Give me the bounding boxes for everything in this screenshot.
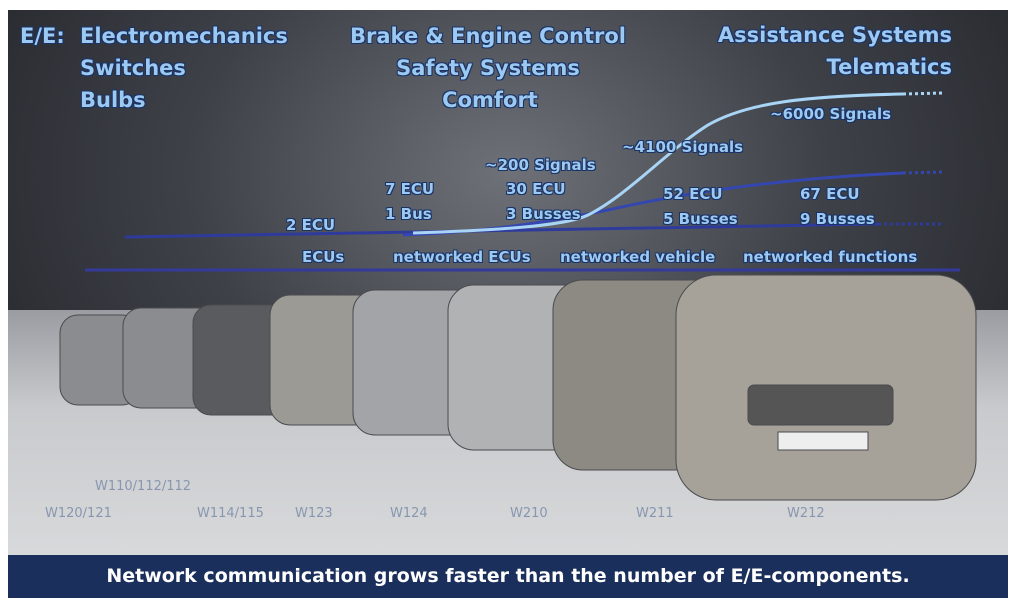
- model-label: W120/121: [45, 506, 112, 521]
- bus-label: 1 Bus: [385, 205, 432, 223]
- ecu-label: 30 ECU: [506, 180, 566, 198]
- ecu-label: 67 ECU: [800, 185, 860, 203]
- ecu-label: 52 ECU: [663, 185, 723, 203]
- era-text: Electromechanics: [80, 24, 288, 48]
- era-text: Switches: [80, 56, 186, 80]
- era-text: Bulbs: [80, 88, 146, 112]
- bus-label: 5 Busses: [663, 210, 738, 228]
- era-text: Safety Systems: [396, 56, 580, 80]
- ee-label: E/E:: [20, 24, 65, 48]
- cars: [60, 275, 976, 500]
- ecu-line: [125, 224, 878, 237]
- grille: [748, 385, 893, 425]
- caption: Network communication grows faster than …: [8, 555, 1008, 598]
- slide: E/E: Electromechanics Switches Bulbs Bra…: [8, 10, 1008, 555]
- era-text: Telematics: [827, 55, 952, 79]
- signal-label: ~200 Signals: [485, 156, 596, 174]
- era-text: Comfort: [442, 88, 538, 112]
- phase-label: networked functions: [743, 248, 917, 266]
- ecu-label: 2 ECU: [286, 216, 335, 234]
- phase-label: networked vehicle: [560, 248, 715, 266]
- signal-label: ~4100 Signals: [622, 138, 743, 156]
- era-text: Assistance Systems: [718, 23, 952, 47]
- model-label: W114/115: [197, 506, 264, 521]
- model-label: W123: [295, 506, 333, 521]
- signal-line-ext: [903, 93, 943, 94]
- model-label: W124: [390, 506, 428, 521]
- model-label: W212: [787, 506, 825, 521]
- bus-label: 3 Busses: [506, 205, 581, 223]
- ecu-label: 7 ECU: [385, 180, 434, 198]
- page: {"ee_label": "E/E:", "eras": [ {"lines":…: [0, 0, 1018, 599]
- signal-label: ~6000 Signals: [770, 105, 891, 123]
- era-text: Brake & Engine Control: [350, 24, 626, 48]
- bus-label: 9 Busses: [800, 210, 875, 228]
- model-label: W110/112/112: [95, 479, 191, 494]
- phase-label: networked ECUs: [393, 248, 531, 266]
- plate: [778, 432, 868, 450]
- model-label: W211: [636, 506, 674, 521]
- phase-label: ECUs: [302, 248, 344, 266]
- bus-line-ext: [903, 172, 943, 173]
- model-label: W210: [510, 506, 548, 521]
